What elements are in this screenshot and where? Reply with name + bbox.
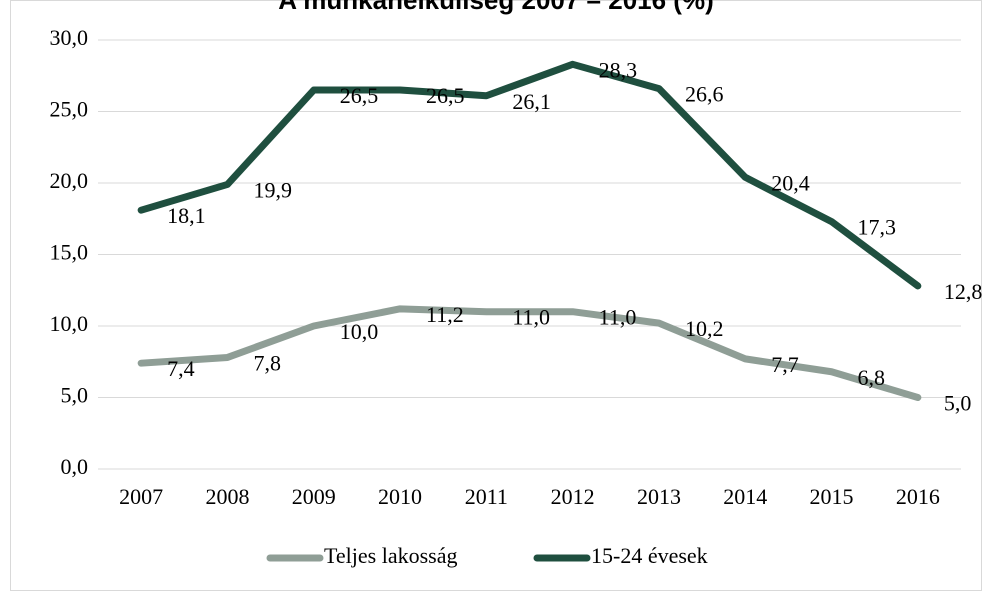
chart-border [10, 0, 982, 591]
chart-title: A munkanélküliség 2007 – 2016 (%) [278, 0, 713, 15]
data-label: 10,0 [340, 319, 379, 344]
data-label: 12,8 [944, 279, 983, 304]
x-tick-label: 2008 [205, 484, 249, 509]
x-tick-label: 2009 [292, 484, 336, 509]
y-tick-label: 25,0 [50, 97, 89, 122]
data-label: 6,8 [858, 365, 886, 390]
data-label: 5,0 [944, 391, 972, 416]
data-label: 20,4 [771, 170, 810, 195]
x-tick-label: 2007 [119, 484, 163, 509]
x-tick-label: 2011 [465, 484, 508, 509]
data-label: 10,2 [685, 316, 724, 341]
x-tick-label: 2013 [637, 484, 681, 509]
legend-label: 15-24 évesek [591, 543, 708, 568]
series-line [137, 60, 922, 290]
legend-label: Teljes lakosság [324, 543, 457, 568]
data-label: 11,2 [426, 302, 464, 327]
y-tick-label: 5,0 [61, 383, 89, 408]
x-tick-label: 2012 [551, 484, 595, 509]
data-label: 26,5 [426, 83, 465, 108]
series-line [137, 305, 922, 401]
data-label: 26,5 [340, 83, 379, 108]
y-tick-label: 15,0 [50, 240, 89, 265]
data-label: 11,0 [599, 305, 637, 330]
data-label: 26,1 [512, 89, 551, 114]
data-label: 11,0 [512, 305, 550, 330]
data-label: 17,3 [858, 215, 897, 240]
data-label: 18,1 [167, 203, 206, 228]
data-label: 19,9 [253, 177, 292, 202]
x-tick-label: 2010 [378, 484, 422, 509]
data-label: 7,7 [771, 352, 799, 377]
y-tick-label: 20,0 [50, 168, 89, 193]
data-label: 28,3 [599, 57, 638, 82]
data-label: 7,4 [167, 356, 195, 381]
data-label: 7,8 [253, 351, 281, 376]
data-label: 26,6 [685, 82, 724, 107]
x-tick-label: 2015 [810, 484, 854, 509]
y-tick-label: 0,0 [61, 454, 89, 479]
y-tick-label: 30,0 [50, 25, 89, 50]
x-tick-label: 2016 [896, 484, 940, 509]
x-tick-label: 2014 [723, 484, 767, 509]
y-tick-label: 10,0 [50, 311, 89, 336]
